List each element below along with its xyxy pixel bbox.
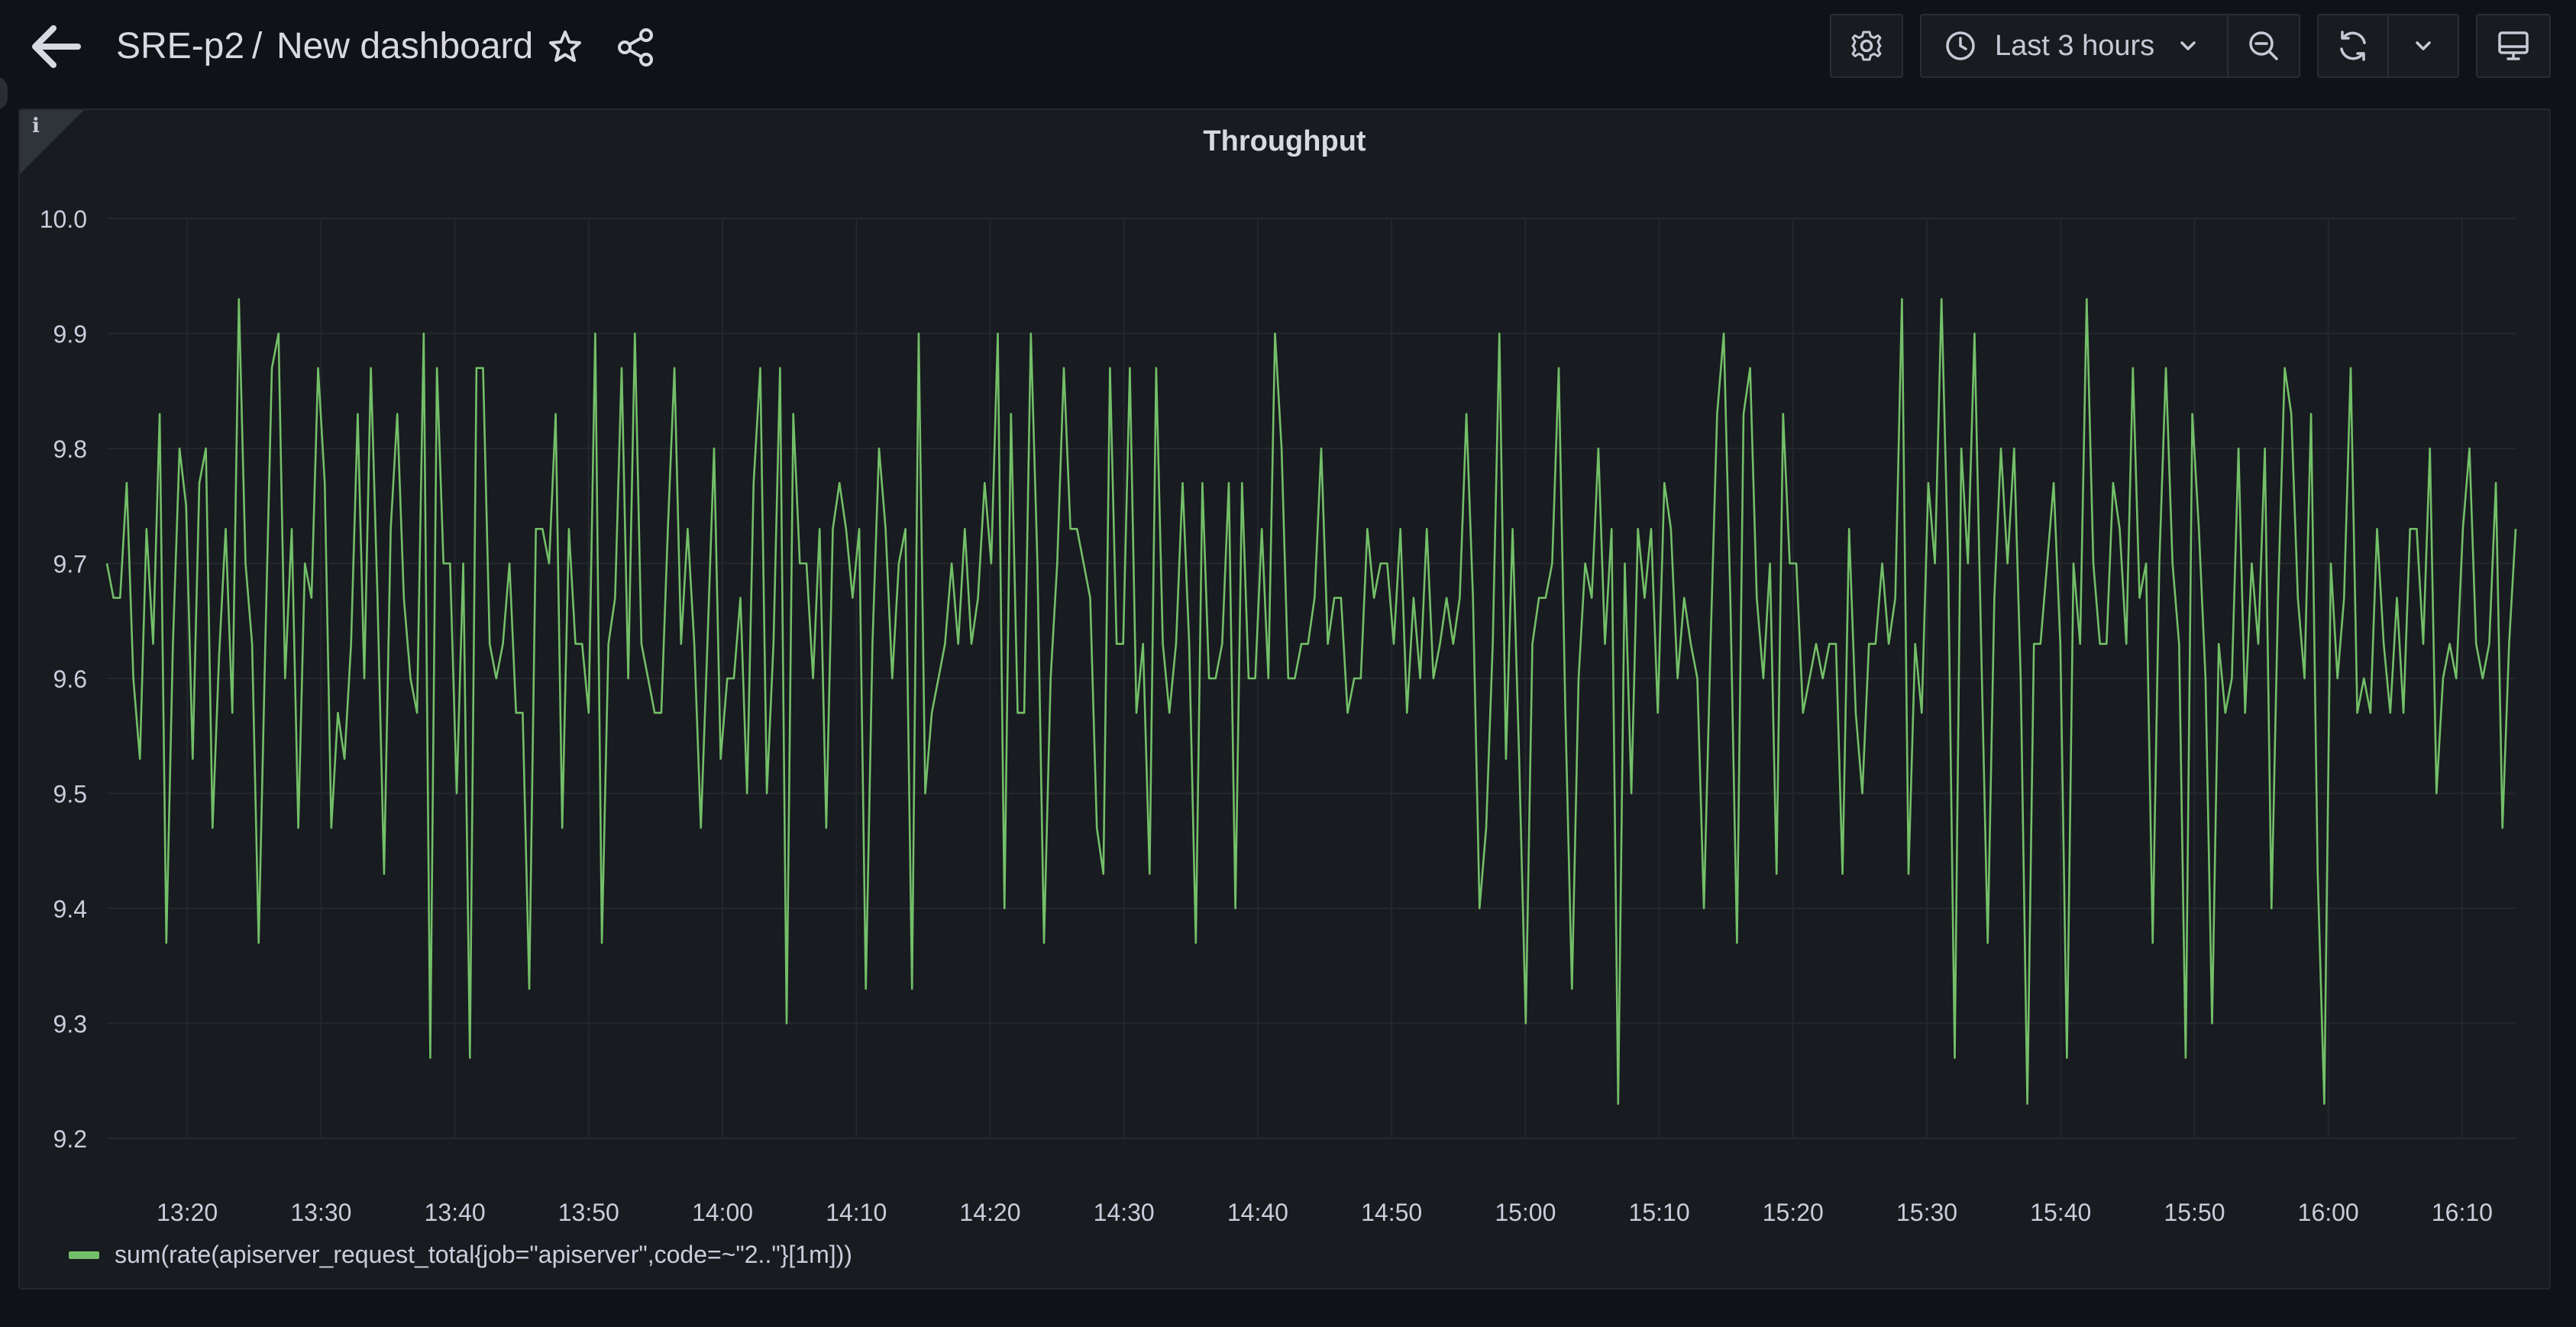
x-tick-label: 15:10: [1629, 1199, 1690, 1226]
x-tick-label: 15:20: [1763, 1199, 1824, 1226]
breadcrumb-separator: /: [252, 26, 263, 66]
y-tick-label: 9.8: [53, 435, 87, 463]
x-tick-label: 13:50: [558, 1199, 619, 1226]
y-tick-label: 9.5: [53, 781, 87, 808]
y-tick-label: 9.7: [53, 551, 87, 578]
x-tick-label: 15:30: [1896, 1199, 1957, 1226]
x-tick-label: 14:30: [1094, 1199, 1155, 1226]
x-tick-label: 16:00: [2298, 1199, 2359, 1226]
y-tick-label: 10.0: [40, 206, 87, 233]
zoom-out-icon: [2249, 31, 2278, 60]
time-range-label: Last 3 hours: [1995, 29, 2155, 62]
panel-title[interactable]: Throughput: [1203, 125, 1366, 157]
refresh-button[interactable]: [2317, 14, 2389, 78]
x-tick-label: 14:20: [959, 1199, 1020, 1226]
monitor-icon: [2498, 31, 2529, 60]
legend-color-swatch: [69, 1251, 99, 1259]
x-tick-label: 16:10: [2432, 1199, 2493, 1226]
time-series-chart: 9.2 9.3 9.4 9.5 9.6 9.7 9.8 9.9 10.0 13:20 13:30 13…: [40, 206, 2517, 1226]
legend-item[interactable]: sum(rate(apiserver_request_total{job="ap…: [69, 1241, 852, 1269]
top-navbar: SRE-p2 / New dashboard Last 3 hours: [0, 0, 2576, 93]
series-line: [105, 298, 2517, 1105]
share-icon: [618, 28, 653, 66]
y-tick-label: 9.9: [53, 321, 87, 348]
x-tick-label: 13:40: [425, 1199, 486, 1226]
x-tick-label: 14:40: [1227, 1199, 1288, 1226]
clock-icon: [1946, 31, 1975, 60]
zoom-out-button[interactable]: [2227, 14, 2300, 78]
share-button[interactable]: [612, 26, 660, 69]
gear-icon: [1851, 31, 1882, 61]
x-tick-label: 15:40: [2030, 1199, 2091, 1226]
chevron-down-icon: [2180, 41, 2196, 50]
x-tick-label: 14:50: [1361, 1199, 1422, 1226]
star-icon: [549, 31, 581, 62]
arrow-left-icon: [32, 25, 81, 68]
y-tick-label: 9.3: [53, 1011, 87, 1038]
x-tick-label: 13:30: [290, 1199, 351, 1226]
sidebar-edge-handle: [0, 76, 8, 110]
refresh-icon: [2340, 31, 2366, 61]
x-tick-label: 15:00: [1495, 1199, 1556, 1226]
info-icon[interactable]: i: [32, 115, 40, 138]
y-tick-label: 9.2: [53, 1125, 87, 1153]
legend-series-name: sum(rate(apiserver_request_total{job="ap…: [115, 1241, 852, 1268]
x-tick-label: 15:50: [2164, 1199, 2225, 1226]
time-range-picker[interactable]: Last 3 hours: [1920, 14, 2229, 78]
back-button[interactable]: [23, 18, 87, 75]
panel-throughput: i Throughput 9.2 9.3 9.4 9.5 9.6 9.7 9.8 9.9 10.…: [18, 108, 2551, 1290]
y-tick-label: 9.4: [53, 895, 87, 923]
refresh-interval-dropdown[interactable]: [2387, 14, 2459, 78]
chevron-down-icon: [2416, 41, 2431, 50]
star-button[interactable]: [544, 26, 587, 69]
breadcrumb-folder[interactable]: SRE-p2: [116, 26, 245, 66]
y-tick-label: 9.6: [53, 665, 87, 693]
tv-mode-button[interactable]: [2476, 14, 2551, 78]
x-tick-label: 14:10: [826, 1199, 887, 1226]
panel-info-corner[interactable]: [20, 110, 84, 174]
x-tick-label: 14:00: [692, 1199, 753, 1226]
dashboard-settings-button[interactable]: [1830, 14, 1903, 78]
x-tick-label: 13:20: [157, 1199, 218, 1226]
dashboard-title[interactable]: New dashboard: [276, 26, 534, 66]
